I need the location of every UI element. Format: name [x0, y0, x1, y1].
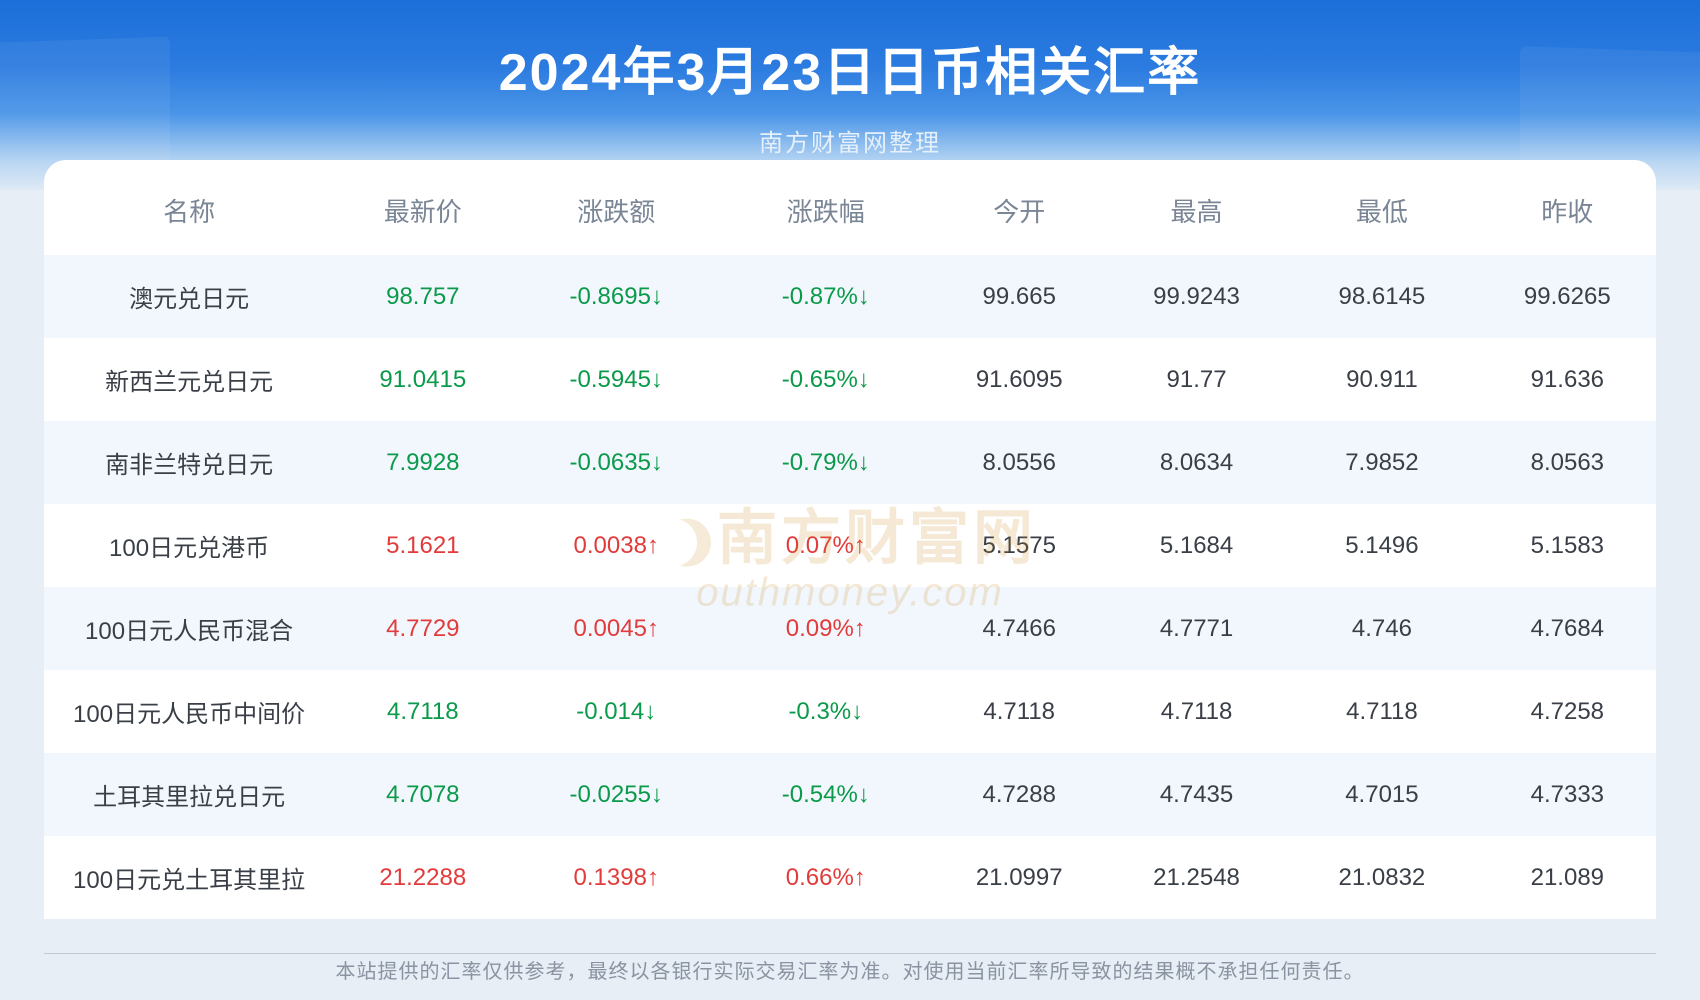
cell-open: 4.7118 — [931, 670, 1108, 753]
col-header-name: 名称 — [44, 164, 334, 255]
cell-price: 7.9928 — [334, 421, 511, 504]
col-header-price: 最新价 — [334, 164, 511, 255]
cell-low: 21.0832 — [1285, 836, 1478, 919]
cell-high: 4.7118 — [1108, 670, 1285, 753]
cell-low: 5.1496 — [1285, 504, 1478, 587]
cell-price: 98.757 — [334, 255, 511, 338]
cell-pct: -0.3%↓ — [721, 670, 931, 753]
cell-change: -0.8695↓ — [511, 255, 721, 338]
cell-name: 澳元兑日元 — [44, 255, 334, 338]
cell-change: -0.014↓ — [511, 670, 721, 753]
table-row: 100日元兑港币5.16210.0038↑0.07%↑5.15755.16845… — [44, 504, 1656, 587]
table-row: 100日元人民币中间价4.7118-0.014↓-0.3%↓4.71184.71… — [44, 670, 1656, 753]
table-row: 南非兰特兑日元7.9928-0.0635↓-0.79%↓8.05568.0634… — [44, 421, 1656, 504]
cell-open: 5.1575 — [931, 504, 1108, 587]
cell-low: 4.7015 — [1285, 753, 1478, 836]
page-title: 2024年3月23日日币相关汇率 — [0, 0, 1700, 105]
cell-prev: 4.7258 — [1479, 670, 1656, 753]
cell-high: 8.0634 — [1108, 421, 1285, 504]
cell-name: 南非兰特兑日元 — [44, 421, 334, 504]
cell-low: 7.9852 — [1285, 421, 1478, 504]
cell-low: 98.6145 — [1285, 255, 1478, 338]
table-row: 新西兰元兑日元91.0415-0.5945↓-0.65%↓91.609591.7… — [44, 338, 1656, 421]
page-subtitle: 南方财富网整理 — [0, 123, 1700, 158]
cell-name: 100日元兑土耳其里拉 — [44, 836, 334, 919]
cell-open: 4.7466 — [931, 587, 1108, 670]
cell-high: 4.7435 — [1108, 753, 1285, 836]
cell-low: 4.7118 — [1285, 670, 1478, 753]
cell-price: 4.7078 — [334, 753, 511, 836]
cell-prev: 8.0563 — [1479, 421, 1656, 504]
cell-price: 21.2288 — [334, 836, 511, 919]
cell-low: 90.911 — [1285, 338, 1478, 421]
cell-change: 0.1398↑ — [511, 836, 721, 919]
table-row: 澳元兑日元98.757-0.8695↓-0.87%↓99.66599.92439… — [44, 255, 1656, 338]
cell-name: 新西兰元兑日元 — [44, 338, 334, 421]
cell-open: 8.0556 — [931, 421, 1108, 504]
cell-change: 0.0045↑ — [511, 587, 721, 670]
col-header-low: 最低 — [1285, 164, 1478, 255]
cell-open: 99.665 — [931, 255, 1108, 338]
col-header-pct: 涨跌幅 — [721, 164, 931, 255]
rates-table: 名称 最新价 涨跌额 涨跌幅 今开 最高 最低 昨收 澳元兑日元98.757-0… — [44, 164, 1656, 919]
cell-name: 100日元人民币混合 — [44, 587, 334, 670]
cell-open: 21.0997 — [931, 836, 1108, 919]
cell-prev: 91.636 — [1479, 338, 1656, 421]
cell-price: 4.7729 — [334, 587, 511, 670]
col-header-open: 今开 — [931, 164, 1108, 255]
cell-prev: 21.089 — [1479, 836, 1656, 919]
cell-pct: 0.66%↑ — [721, 836, 931, 919]
col-header-change: 涨跌额 — [511, 164, 721, 255]
col-header-prev: 昨收 — [1479, 164, 1656, 255]
table-row: 100日元兑土耳其里拉21.22880.1398↑0.66%↑21.099721… — [44, 836, 1656, 919]
cell-change: -0.0635↓ — [511, 421, 721, 504]
cell-high: 4.7771 — [1108, 587, 1285, 670]
footer-divider — [44, 953, 1656, 954]
footer-disclaimer: 本站提供的汇率仅供参考，最终以各银行实际交易汇率为准。对使用当前汇率所导致的结果… — [0, 955, 1700, 984]
cell-name: 100日元人民币中间价 — [44, 670, 334, 753]
cell-open: 4.7288 — [931, 753, 1108, 836]
cell-high: 91.77 — [1108, 338, 1285, 421]
cell-pct: -0.87%↓ — [721, 255, 931, 338]
cell-open: 91.6095 — [931, 338, 1108, 421]
cell-prev: 4.7684 — [1479, 587, 1656, 670]
page: 2024年3月23日日币相关汇率 南方财富网整理 名称 最新价 涨跌额 涨跌幅 … — [0, 0, 1700, 1000]
table-header-row: 名称 最新价 涨跌额 涨跌幅 今开 最高 最低 昨收 — [44, 164, 1656, 255]
cell-high: 5.1684 — [1108, 504, 1285, 587]
cell-prev: 99.6265 — [1479, 255, 1656, 338]
cell-change: -0.5945↓ — [511, 338, 721, 421]
cell-price: 91.0415 — [334, 338, 511, 421]
cell-name: 土耳其里拉兑日元 — [44, 753, 334, 836]
cell-pct: 0.09%↑ — [721, 587, 931, 670]
table-row: 土耳其里拉兑日元4.7078-0.0255↓-0.54%↓4.72884.743… — [44, 753, 1656, 836]
rates-table-container: 名称 最新价 涨跌额 涨跌幅 今开 最高 最低 昨收 澳元兑日元98.757-0… — [44, 160, 1656, 919]
cell-high: 99.9243 — [1108, 255, 1285, 338]
cell-high: 21.2548 — [1108, 836, 1285, 919]
cell-prev: 4.7333 — [1479, 753, 1656, 836]
cell-prev: 5.1583 — [1479, 504, 1656, 587]
cell-pct: -0.65%↓ — [721, 338, 931, 421]
cell-pct: -0.79%↓ — [721, 421, 931, 504]
cell-name: 100日元兑港币 — [44, 504, 334, 587]
cell-change: 0.0038↑ — [511, 504, 721, 587]
cell-pct: -0.54%↓ — [721, 753, 931, 836]
cell-price: 5.1621 — [334, 504, 511, 587]
table-row: 100日元人民币混合4.77290.0045↑0.09%↑4.74664.777… — [44, 587, 1656, 670]
col-header-high: 最高 — [1108, 164, 1285, 255]
cell-pct: 0.07%↑ — [721, 504, 931, 587]
cell-price: 4.7118 — [334, 670, 511, 753]
cell-change: -0.0255↓ — [511, 753, 721, 836]
cell-low: 4.746 — [1285, 587, 1478, 670]
